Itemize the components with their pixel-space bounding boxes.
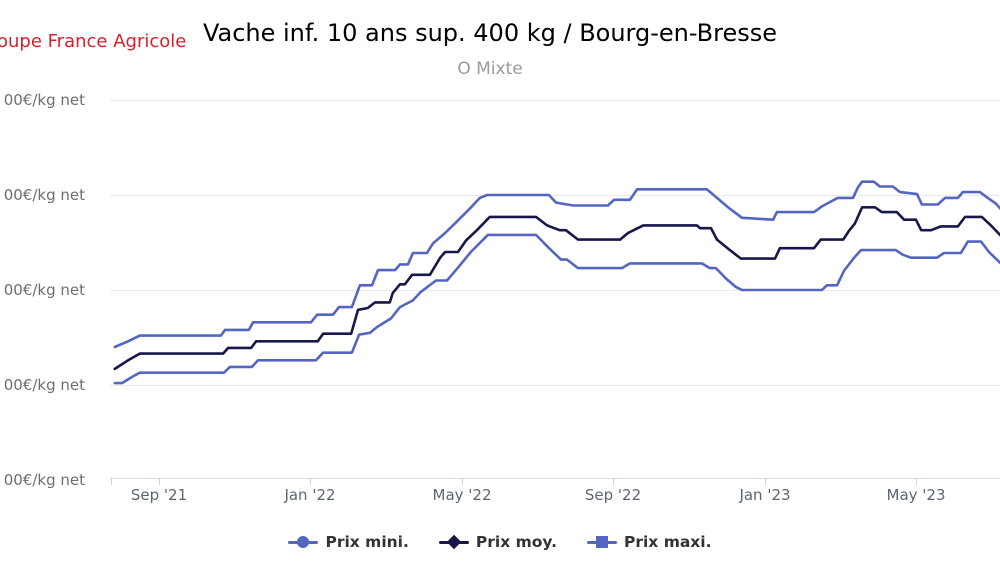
legend-square-marker-icon: [586, 535, 617, 549]
x-axis-label-sep22: Sep '22: [584, 486, 642, 504]
chart-legend: Prix mini. Prix moy. Prix maxi.: [0, 533, 1000, 551]
y-axis-label: 00€/kg net: [3, 281, 85, 299]
series-line-prix-maxi[interactable]: [113, 180, 1000, 349]
legend-item-prix-mini[interactable]: Prix mini.: [288, 533, 409, 551]
y-axis-label: 00€/kg net: [3, 376, 85, 394]
series-line-prix-moy[interactable]: [113, 206, 1000, 371]
legend-diamond-marker-icon: [438, 534, 469, 550]
x-axis-label-may23: May '23: [886, 486, 946, 504]
y-axis-label: 00€/kg net: [3, 186, 85, 204]
y-axis-label: 00€/kg net: [3, 91, 85, 109]
legend-item-prix-moy[interactable]: Prix moy.: [438, 533, 557, 551]
legend-label: Prix maxi.: [623, 533, 712, 551]
x-axis-label-may22: May '22: [432, 486, 492, 504]
y-axis-label: 00€/kg net: [3, 471, 85, 489]
brand-logo-text: oupe France Agricole: [0, 31, 187, 52]
legend-item-prix-maxi[interactable]: Prix maxi.: [586, 533, 712, 551]
series-line-prix-mini[interactable]: [113, 233, 1000, 385]
chart-subtitle: O Mixte: [457, 59, 523, 79]
x-axis-label-jan23: Jan '23: [739, 486, 791, 504]
chart-title: Vache inf. 10 ans sup. 400 kg / Bourg-en…: [202, 19, 778, 47]
legend-label: Prix moy.: [475, 533, 557, 551]
x-axis-label-jan22: Jan '22: [284, 486, 336, 504]
legend-label: Prix mini.: [325, 533, 409, 551]
x-axis-label-sep21: Sep '21: [130, 486, 188, 504]
legend-circle-marker-icon: [288, 535, 319, 549]
